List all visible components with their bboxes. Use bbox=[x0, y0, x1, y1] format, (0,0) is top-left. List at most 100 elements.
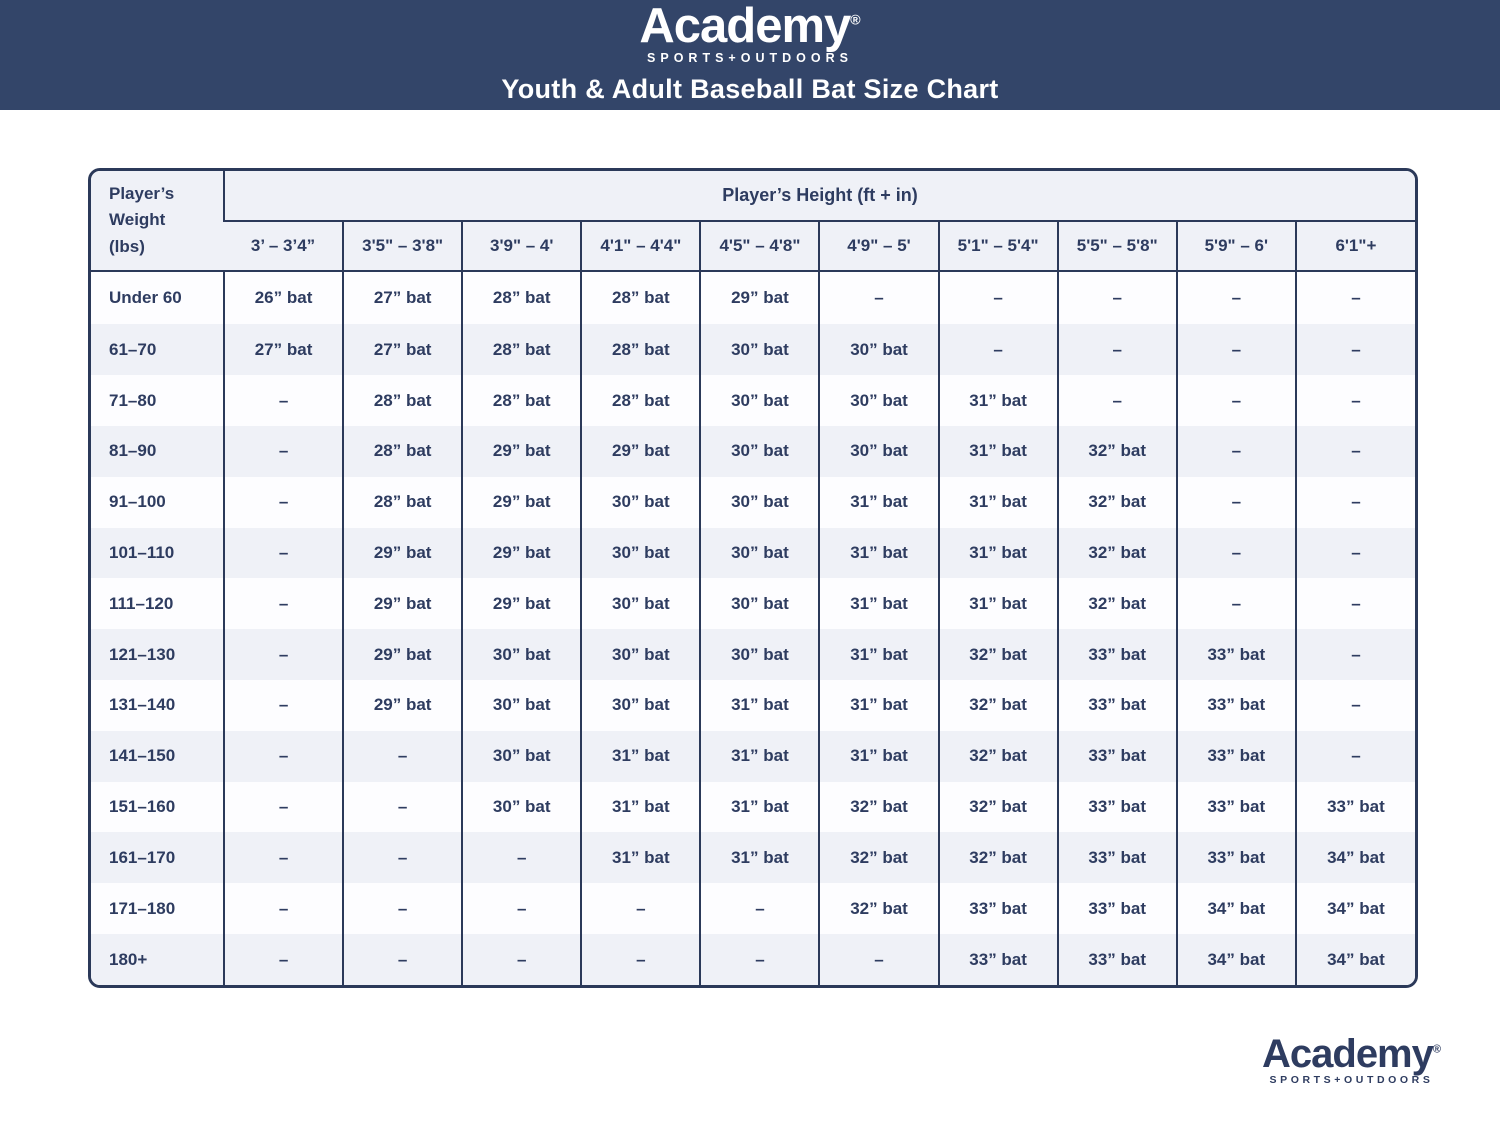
bat-size-cell: 34” bat bbox=[1294, 934, 1415, 985]
bat-size-cell: 31” bat bbox=[699, 781, 820, 833]
bat-size-cell: 32” bat bbox=[818, 883, 939, 935]
bat-size-cell: – bbox=[1294, 578, 1415, 630]
bat-size-cell: – bbox=[461, 883, 582, 935]
bat-size-cell: – bbox=[1056, 324, 1177, 376]
bat-size-cell: 32” bat bbox=[937, 730, 1058, 782]
bat-size-cell: 27” bat bbox=[342, 271, 463, 325]
height-group-header: Player’s Height (ft + in) bbox=[223, 171, 1415, 222]
bat-size-cell: 29” bat bbox=[342, 629, 463, 681]
bat-size-cell: 30” bat bbox=[461, 730, 582, 782]
table-row: 121–130 –29” bat 30” bat 30” bat 30” bat 31”… bbox=[91, 629, 1415, 681]
bat-size-cell: 27” bat bbox=[342, 324, 463, 376]
bat-size-cell: 31” bat bbox=[818, 680, 939, 731]
bat-size-cell: 33” bat bbox=[1175, 781, 1296, 833]
bat-size-cell: 33” bat bbox=[1056, 781, 1177, 833]
bat-size-cell: – bbox=[222, 375, 344, 426]
bat-size-cell: 33” bat bbox=[937, 934, 1058, 985]
table-row: 180+ – – – – – –33” bat 33” bat 34” bat 34” bat bbox=[91, 934, 1415, 985]
bat-size-cell: 29” bat bbox=[580, 425, 701, 477]
bat-size-cell: 34” bat bbox=[1294, 832, 1415, 884]
bat-size-cell: 33” bat bbox=[1056, 883, 1177, 935]
bat-size-cell: – bbox=[222, 476, 344, 528]
bat-size-cell: 31” bat bbox=[580, 832, 701, 884]
bat-size-cell: 31” bat bbox=[818, 527, 939, 579]
bat-size-cell: 32” bat bbox=[937, 781, 1058, 833]
height-column-header: 5'5" – 5'8" bbox=[1056, 221, 1177, 272]
bat-size-cell: 27” bat bbox=[222, 324, 344, 376]
bat-size-cell: – bbox=[1056, 375, 1177, 426]
bat-size-cell: 31” bat bbox=[818, 629, 939, 681]
bat-size-cell: – bbox=[580, 883, 701, 935]
registered-mark: ® bbox=[850, 11, 861, 28]
bat-size-cell: 31” bat bbox=[580, 781, 701, 833]
weight-label: 151–160 bbox=[109, 797, 176, 817]
bat-size-cell: 30” bat bbox=[580, 629, 701, 681]
bat-size-cell: – bbox=[222, 730, 344, 782]
bat-size-cell: 32” bat bbox=[1056, 476, 1177, 528]
bat-size-cell: 26” bat bbox=[222, 271, 344, 325]
table-row: 161–170 – – –31” bat 31” bat 32” bat 32” bat 3… bbox=[91, 832, 1415, 884]
bat-size-cell: 29” bat bbox=[461, 578, 582, 630]
bat-size-cell: 32” bat bbox=[937, 629, 1058, 681]
bat-size-cell: 28” bat bbox=[580, 271, 701, 325]
bat-size-cell: 30” bat bbox=[580, 476, 701, 528]
bat-size-cell: 28” bat bbox=[342, 425, 463, 477]
bat-size-cell: 33” bat bbox=[1056, 680, 1177, 731]
bat-size-cell: 32” bat bbox=[1056, 425, 1177, 477]
table-row: 171–180 – – – – –32” bat 33” bat 33” bat 34” ba… bbox=[91, 883, 1415, 935]
bat-size-cell: 31” bat bbox=[937, 578, 1058, 630]
bat-size-cell: 33” bat bbox=[1175, 832, 1296, 884]
weight-label: 131–140 bbox=[109, 695, 176, 715]
bat-size-cell: 32” bat bbox=[937, 832, 1058, 884]
table-row: 111–120 –29” bat 29” bat 30” bat 30” bat 31”… bbox=[91, 578, 1415, 630]
bat-size-cell: 30” bat bbox=[818, 324, 939, 376]
bat-size-cell: – bbox=[580, 934, 701, 985]
weight-label: 91–100 bbox=[109, 492, 166, 512]
bat-size-cell: 29” bat bbox=[342, 527, 463, 579]
bat-size-cell: 33” bat bbox=[1056, 934, 1177, 985]
bat-size-cell: – bbox=[1294, 375, 1415, 426]
bat-size-cell: 28” bat bbox=[342, 476, 463, 528]
table-row: Under 60 26” bat 27” bat 28” bat 28” bat 29”… bbox=[91, 271, 1415, 325]
page-title: Youth & Adult Baseball Bat Size Chart bbox=[501, 74, 999, 104]
bat-size-cell: 30” bat bbox=[461, 629, 582, 681]
bat-size-cell: – bbox=[1056, 271, 1177, 325]
bat-size-cell: – bbox=[1294, 476, 1415, 528]
table-row: 151–160 – –30” bat 31” bat 31” bat 32” bat 32… bbox=[91, 781, 1415, 833]
table-row: 61–70 27” bat 27” bat 28” bat 28” bat 30” ba… bbox=[91, 324, 1415, 376]
footer-academy-tagline: SPORTS+OUTDOORS bbox=[1269, 1074, 1434, 1086]
bat-size-cell: 30” bat bbox=[699, 527, 820, 579]
bat-size-cell: 30” bat bbox=[580, 578, 701, 630]
bat-size-cell: 30” bat bbox=[818, 425, 939, 477]
table-row: 101–110 –29” bat 29” bat 30” bat 30” bat 31”… bbox=[91, 527, 1415, 579]
bat-size-cell: 32” bat bbox=[937, 680, 1058, 731]
height-column-header: 3’ – 3’4” bbox=[224, 221, 344, 272]
academy-logo-text: Academy bbox=[639, 0, 851, 53]
bat-size-cell: 30” bat bbox=[699, 578, 820, 630]
height-column-header: 3'5" – 3'8" bbox=[342, 221, 463, 272]
footer-registered-mark: ® bbox=[1432, 1043, 1441, 1056]
weight-label: 71–80 bbox=[109, 390, 157, 410]
bat-size-cell: 33” bat bbox=[1175, 730, 1296, 782]
bat-size-cell: – bbox=[342, 730, 463, 782]
bat-size-cell: 29” bat bbox=[342, 578, 463, 630]
bat-size-cell: 31” bat bbox=[937, 476, 1058, 528]
weight-label: 180+ bbox=[109, 949, 148, 969]
bat-size-cell: – bbox=[1175, 271, 1296, 325]
bat-size-cell: 31” bat bbox=[937, 375, 1058, 426]
bat-size-cell: – bbox=[1175, 527, 1296, 579]
bat-size-cell: – bbox=[222, 934, 344, 985]
bat-size-table: Player’s Weight (lbs) Player’s Height (f… bbox=[91, 171, 1415, 985]
bat-size-cell: 33” bat bbox=[1175, 629, 1296, 681]
weight-label: 161–170 bbox=[109, 847, 176, 867]
bat-size-cell: 33” bat bbox=[1056, 629, 1177, 681]
bat-size-cell: 30” bat bbox=[699, 375, 820, 426]
bat-size-cell: – bbox=[818, 271, 939, 325]
bat-size-cell: 32” bat bbox=[818, 781, 939, 833]
bat-size-cell: – bbox=[222, 527, 344, 579]
bat-size-cell: – bbox=[342, 883, 463, 935]
bat-size-cell: – bbox=[1294, 271, 1415, 325]
bat-size-cell: – bbox=[342, 832, 463, 884]
bat-size-cell: – bbox=[1294, 324, 1415, 376]
bat-size-cell: 31” bat bbox=[818, 476, 939, 528]
